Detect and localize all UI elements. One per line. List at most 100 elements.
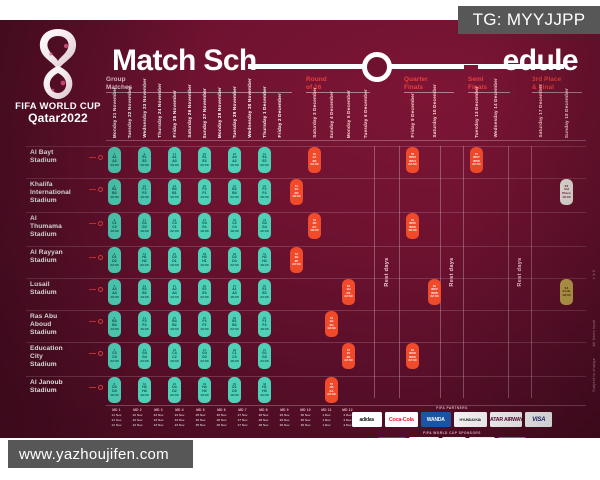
date-label: Thursday 24 November (156, 83, 162, 138)
legend-column-head: MD 11 (321, 408, 332, 412)
match-badge[interactable]: 16 H3 H4 19:00 (138, 377, 151, 403)
match-badge[interactable]: 48 H1 H3 22:00 (258, 377, 271, 403)
logo-text-qatar-2022: Qatar2022 (28, 111, 88, 125)
match-badge[interactable]: 7 C3 C4 22:00 (108, 343, 121, 369)
match-number: 29 (202, 283, 207, 288)
date-label: Saturday 26 November (186, 84, 192, 138)
match-kickoff-time: 22:00 (260, 228, 269, 233)
match-badge[interactable]: 4 D1 D2 22:00 (108, 247, 121, 273)
match-badge[interactable]: 5 A3 A4 16:00 (108, 279, 121, 305)
match-kickoff-time: 19:00 (200, 392, 209, 397)
match-badge[interactable]: 8 D3 D4 19:00 (108, 377, 121, 403)
date-label: Tuesday 6 December (362, 88, 368, 138)
match-badge[interactable]: 55 1B 2A 22:00 (325, 377, 338, 403)
date-label: Wednesday 14 December (492, 78, 498, 138)
match-number: 64 (564, 285, 569, 290)
match-kickoff-time: 22:00 (472, 162, 481, 167)
match-badge[interactable]: 45 E1 E3 22:00 (258, 279, 271, 305)
legend-column-rows: 21 Nov 21 Nov 21 Nov (111, 413, 122, 427)
match-badge[interactable]: 24 D4 D2 22:00 (168, 377, 181, 403)
match-badge[interactable]: 15 G3 G4 22:00 (138, 343, 151, 369)
match-badge[interactable]: 54 1G 2H 18:00 (325, 311, 338, 337)
match-number: 2 (113, 183, 116, 188)
match-badge[interactable]: 29 E2 E4 22:00 (198, 279, 211, 305)
match-badge[interactable]: 10 F1 F2 13:00 (138, 179, 151, 205)
match-badge[interactable]: 11 G1 G2 19:00 (138, 213, 151, 239)
match-badge[interactable]: 43 G2 G4 22:00 (258, 213, 271, 239)
venue-connector (89, 387, 96, 388)
match-badge[interactable]: 63 3rd Place 18:00 (560, 179, 573, 205)
venue-name: Al Rayyan Stadium (30, 249, 63, 265)
match-badge[interactable]: 41 E4 E2 22:00 (258, 147, 271, 173)
match-number: 52 (312, 218, 317, 223)
logo-text-fifa-world-cup: FIFA WORLD CUP (15, 101, 101, 112)
match-badge[interactable]: 26 F3 F1 13:00 (198, 179, 211, 205)
match-badge[interactable]: 42 F2 F4 18:00 (258, 179, 271, 205)
match-kickoff-time: 22:00 (408, 358, 417, 363)
date-label: Saturday 10 December (431, 84, 437, 138)
match-badge[interactable]: 52 1D 2C 18:00 (308, 213, 321, 239)
legend-column: MD 11 1 Dec 1 Dec 1 Dec (316, 408, 337, 428)
match-badge[interactable]: 62 W59 W60 22:00 (406, 343, 419, 369)
match-badge[interactable]: 25 E1 E3 22:00 (198, 147, 211, 173)
match-badge[interactable]: 37 A1 A3 18:00 (228, 279, 241, 305)
match-badge[interactable]: 12 H1 H2 22:00 (138, 247, 151, 273)
match-number: 59 (410, 218, 415, 223)
match-badge[interactable]: 2 B1 B2 16:00 (108, 179, 121, 205)
match-badge[interactable]: 33 A4 A2 18:00 (228, 147, 241, 173)
match-kickoff-time: 16:00 (110, 194, 119, 199)
match-badge[interactable]: 34 B2 B4 22:00 (228, 179, 241, 205)
legend-column-head: MD 2 (133, 408, 142, 412)
match-badge[interactable]: 28 H3 H1 16:00 (198, 247, 211, 273)
match-badge[interactable]: 51 1C 2D 18:00 (290, 179, 303, 205)
match-badge[interactable]: 21 A2 A4 13:00 (168, 279, 181, 305)
match-badge[interactable]: 30 F4 F2 16:00 (198, 311, 211, 337)
match-badge[interactable]: 64 Final 18:00 (560, 279, 573, 305)
match-teams: H4 H2 (202, 384, 207, 393)
match-teams: E1 E3 (202, 154, 207, 163)
legend-column: MD 3 23 Nov 23 Nov 23 Nov (148, 408, 169, 428)
match-badge[interactable]: 17 A1 A3 19:00 (168, 147, 181, 173)
match-badge[interactable]: 50 1A 2B 22:00 (308, 147, 321, 173)
match-badge[interactable]: 3 C1 C2 19:00 (108, 213, 121, 239)
match-badge[interactable]: 44 H2 H4 18:00 (258, 247, 271, 273)
match-badge[interactable]: 38 B1 B3 22:00 (228, 311, 241, 337)
match-badge[interactable]: 46 F1 F3 18:00 (258, 311, 271, 337)
match-kickoff-time: 18:00 (562, 292, 571, 297)
legend-column-head: MD 10 (300, 408, 311, 412)
match-kickoff-time: 16:00 (140, 326, 149, 331)
match-badge[interactable]: 36 D2 D4 22:00 (228, 247, 241, 273)
match-badge[interactable]: 32 H4 H2 19:00 (198, 377, 211, 403)
match-badge[interactable]: 23 C4 C2 16:00 (168, 343, 181, 369)
match-number: 47 (262, 347, 267, 352)
match-badge[interactable]: 56 1H 2G 22:00 (342, 279, 355, 305)
match-badge[interactable]: 61 W57 W58 22:00 (470, 147, 483, 173)
match-badge[interactable]: 60 W57 W58 22:00 (428, 279, 441, 305)
match-badge[interactable]: 39 C1 C3 18:00 (228, 343, 241, 369)
match-badge[interactable]: 59 W55 W56 18:00 (406, 213, 419, 239)
match-badge[interactable]: 53 1E 2F 22:00 (290, 247, 303, 273)
match-badge[interactable]: 9 E1 E2 16:00 (138, 147, 151, 173)
match-badge[interactable]: 31 G4 G2 22:00 (198, 343, 211, 369)
match-badge[interactable]: 40 D1 D3 18:00 (228, 377, 241, 403)
match-badge[interactable]: 22 B4 B2 19:00 (168, 311, 181, 337)
match-badge[interactable]: 18 B3 B1 16:00 (168, 179, 181, 205)
match-badge[interactable]: 13 E3 E4 13:00 (138, 279, 151, 305)
match-badge[interactable]: 6 B3 B4 13:00 (108, 311, 121, 337)
match-badge[interactable]: 35 C2 C4 18:00 (228, 213, 241, 239)
match-badge[interactable]: 47 G1 G3 22:00 (258, 343, 271, 369)
match-badge[interactable]: 57 1F 2E 22:00 (342, 343, 355, 369)
match-badge[interactable]: 20 D3 D1 19:00 (168, 247, 181, 273)
match-badge[interactable]: 1 A1 A2 13:00 (108, 147, 121, 173)
match-badge[interactable]: 27 G3 G1 19:00 (198, 213, 211, 239)
date-column-header: Monday 5 December (342, 90, 355, 138)
venue-marker-icon (98, 155, 103, 160)
match-badge[interactable]: 19 C3 C1 22:00 (168, 213, 181, 239)
match-number: 20 (172, 251, 177, 256)
match-badge[interactable]: 58 W53 W54 22:00 (406, 147, 419, 173)
venue-connector (89, 289, 96, 290)
stage-caption: Semi Finals (468, 76, 488, 91)
match-badge[interactable]: 14 F3 F4 16:00 (138, 311, 151, 337)
venue-row: Al Thumama Stadium (0, 212, 600, 242)
